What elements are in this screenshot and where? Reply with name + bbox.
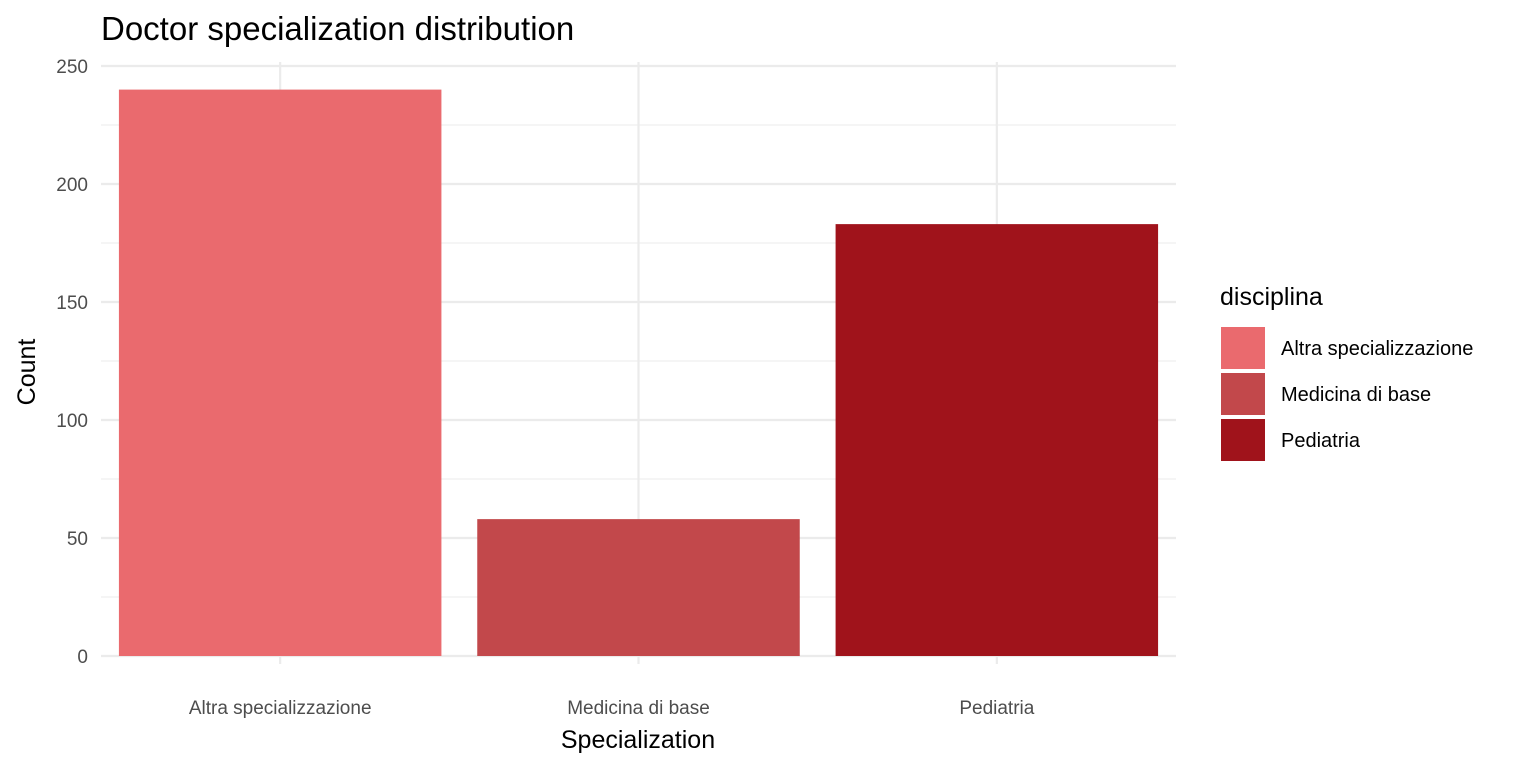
legend-label: Medicina di base xyxy=(1281,384,1431,406)
y-tick-label: 200 xyxy=(56,175,88,196)
y-axis-title: Count xyxy=(13,339,41,406)
legend-key xyxy=(1221,419,1265,461)
y-tick-label: 0 xyxy=(77,647,88,668)
legend-label: Altra specializzazione xyxy=(1281,338,1473,360)
x-tick-label: Pediatria xyxy=(959,698,1034,719)
x-tick-labels: Altra specializzazione Medicina di base Pe… xyxy=(189,698,1035,719)
x-tick-label: Medicina di base xyxy=(567,698,710,719)
bar xyxy=(477,519,800,656)
legend-title: disciplina xyxy=(1220,283,1323,311)
legend-label: Pediatria xyxy=(1281,430,1361,452)
legend-key xyxy=(1221,327,1265,369)
y-tick-label: 150 xyxy=(56,293,88,314)
legend-key xyxy=(1221,373,1265,415)
bars xyxy=(118,89,1159,657)
y-tick-label: 250 xyxy=(56,57,88,78)
chart-title: Doctor specialization distribution xyxy=(101,10,574,47)
bar xyxy=(835,224,1159,656)
bar xyxy=(118,89,442,657)
y-tick-labels: 0 50 100 150 200 250 xyxy=(56,57,88,668)
y-tick-label: 50 xyxy=(67,529,88,550)
x-tick-label: Altra specializzazione xyxy=(189,698,372,719)
legend: disciplina Altra specializzazione Medicin… xyxy=(1220,283,1473,461)
y-tick-label: 100 xyxy=(56,411,88,432)
x-axis-title: Specialization xyxy=(561,726,715,754)
